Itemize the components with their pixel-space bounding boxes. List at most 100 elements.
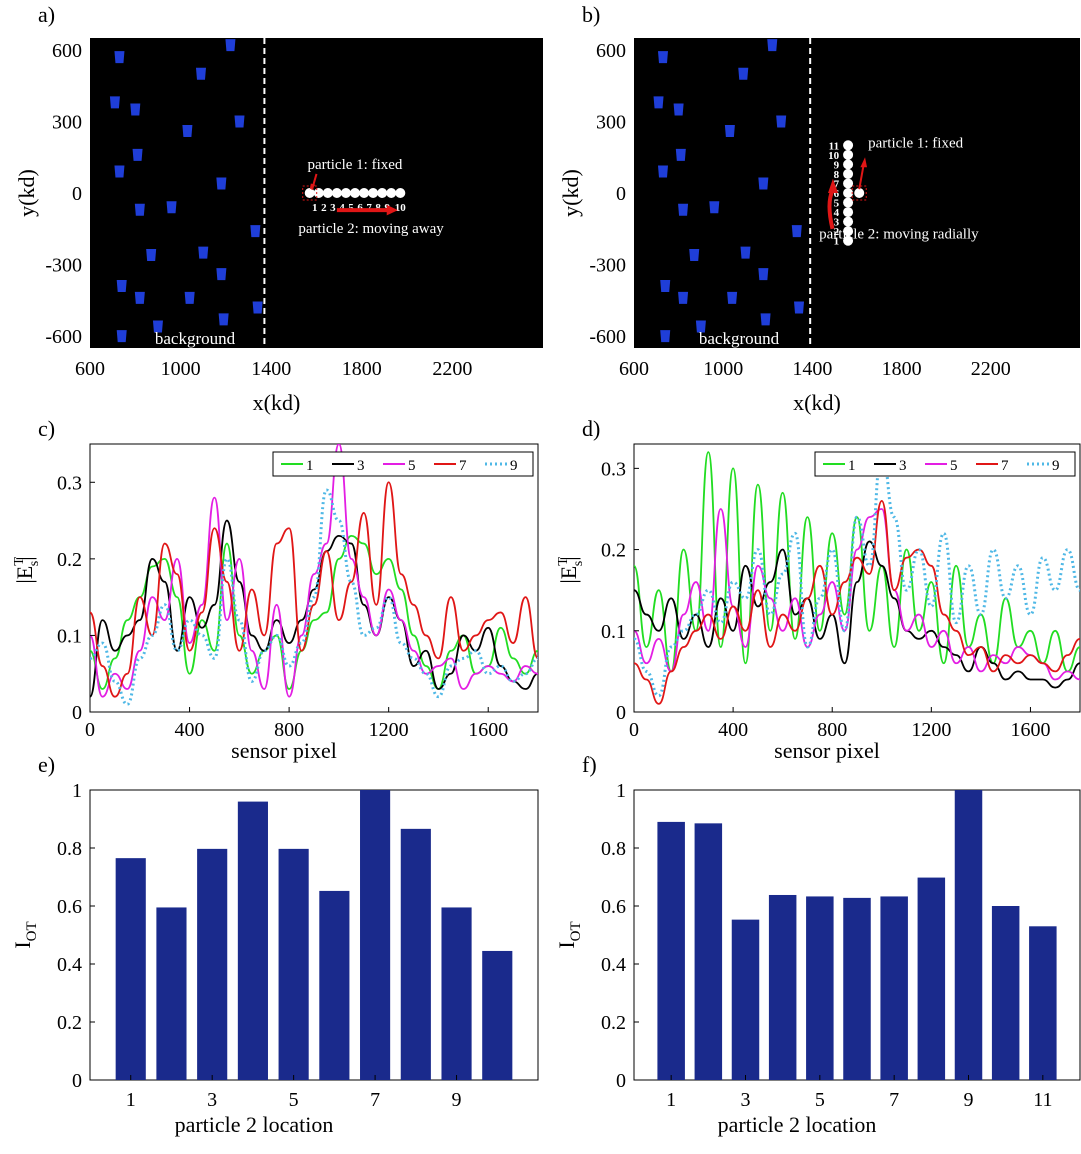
- ytick-label-c-0: 0: [72, 702, 82, 724]
- panel-c: c) 1 3 5 7 9 0 400 800 1200 1600 0 0.1 0.2 0.3 sensor p…: [12, 416, 539, 763]
- xtick-label-a-0: 600: [75, 358, 105, 380]
- y-axis-label-main-c: |E: [12, 566, 37, 584]
- scatterer-b-14: [740, 246, 751, 259]
- y-axis-label-sub-d: s: [571, 561, 586, 566]
- bar-f-8: [917, 877, 946, 1080]
- xtick-label-f-1: 3: [741, 1089, 751, 1111]
- y-axis-label-e: IOT: [10, 921, 40, 948]
- scatterer-b-10: [678, 203, 689, 216]
- location-label-b-0: 1: [834, 236, 840, 248]
- plot-frame-c: [89, 443, 539, 713]
- xtick-label-a-1: 1000: [161, 358, 201, 380]
- bar-f-9: [954, 790, 983, 1080]
- xtick-label-e-1: 3: [207, 1089, 217, 1111]
- location-label-b-9: 10: [828, 150, 840, 162]
- scatterer-a-16: [116, 280, 127, 292]
- bar-f-7: [880, 896, 908, 1080]
- location-label-a-9: 10: [395, 202, 407, 214]
- y-axis-label-b: y(kd): [558, 169, 583, 217]
- fixed-label-b: particle 1: fixed: [868, 136, 963, 152]
- bar-f-2: [694, 823, 723, 1080]
- y-axis-label-a: y(kd): [14, 169, 39, 217]
- location-label-b-4: 5: [834, 198, 840, 210]
- ytick-label-f-3: 0.6: [601, 896, 626, 918]
- particle-a-6: [359, 188, 370, 198]
- ytick-label-f-2: 0.4: [601, 954, 626, 976]
- particle-b-4: [843, 197, 854, 208]
- scatterer-a-1: [225, 39, 236, 52]
- bar-e-10: [482, 950, 513, 1080]
- panel-d: d) 1 3 5 7 9 0 400 800 1200 1600 0 0.1 0.2 0.3 sensor p…: [556, 416, 1081, 763]
- legend-label-c-2: 5: [408, 458, 416, 474]
- particle-a-7: [368, 188, 379, 198]
- location-label-b-5: 6: [834, 188, 840, 200]
- moving-arrowhead-a: [386, 204, 399, 216]
- scatterer-a-8: [114, 165, 125, 178]
- particle-b-1: [843, 226, 854, 237]
- legend-label-c-1: 3: [357, 458, 365, 474]
- ytick-label-d-0: 0: [616, 702, 626, 724]
- particle-a-8: [377, 188, 388, 198]
- particle-b-11: [854, 188, 865, 198]
- bar-f-5: [806, 896, 834, 1080]
- ytick-label-e-1: 0.2: [57, 1012, 82, 1034]
- scatterer-a-17: [134, 291, 145, 304]
- ytick-label-a-4: -600: [45, 326, 82, 348]
- scatterer-a-14: [198, 246, 209, 259]
- xtick-label-d-2: 800: [817, 719, 847, 741]
- legend-label-d-3: 7: [1001, 458, 1009, 474]
- location-label-a-5: 6: [357, 202, 363, 214]
- scatterer-b-12: [791, 225, 802, 238]
- particle-a-4: [340, 188, 351, 198]
- xtick-label-b-4: 2200: [971, 358, 1011, 380]
- series-group-d: [634, 450, 1080, 705]
- xtick-label-a-2: 1400: [251, 358, 291, 380]
- series-line-c-5: [90, 444, 538, 698]
- particle-b-3: [843, 207, 854, 218]
- y-axis-label-d: |ETs|: [556, 556, 586, 583]
- panel-a: a)background12345678910particle 1: fixed…: [14, 2, 543, 415]
- location-label-a-6: 7: [366, 202, 372, 214]
- panel-label-e: e): [38, 752, 55, 777]
- particle-b-9: [843, 149, 854, 160]
- bar-e-1: [115, 858, 146, 1080]
- ytick-label-f-0: 0: [616, 1070, 626, 1092]
- particle-a-10: [395, 188, 406, 198]
- y-axis-label-c: |ETs|: [12, 556, 42, 583]
- panel-e: e) 0 0.2 0.4 0.6 0.8 1 1 3 5 7 9 particle 2 location…: [10, 752, 539, 1137]
- particle-a-3: [331, 188, 342, 198]
- y-axis-label-sub-c: s: [27, 561, 42, 566]
- scatterer-a-10: [134, 203, 145, 216]
- scatterer-a-4: [130, 103, 141, 116]
- ytick-label-b-4: -600: [589, 326, 626, 348]
- moving-label-a: particle 2: moving away: [298, 221, 444, 237]
- scatterer-a-11: [166, 201, 177, 214]
- location-label-a-2: 3: [330, 202, 336, 214]
- scatterer-b-16: [660, 280, 671, 292]
- location-label-b-10: 11: [829, 140, 839, 152]
- ytick-label-a-1: 300: [52, 111, 82, 133]
- y-axis-label-sub-e: OT: [24, 921, 40, 941]
- legend-label-c-3: 7: [459, 458, 467, 474]
- fixed-particle-box-a: [302, 185, 318, 201]
- panel-label-d: d): [582, 416, 600, 441]
- legend-label-d-2: 5: [950, 458, 958, 474]
- particle-b-5: [843, 188, 854, 198]
- bar-e-4: [237, 801, 268, 1080]
- scatterer-b-1: [767, 39, 778, 52]
- series-line-d-7: [634, 499, 1080, 705]
- scatterer-b-2: [738, 67, 749, 80]
- fixed-arrowhead-a: [309, 183, 316, 190]
- scatterer-b-0: [657, 51, 668, 64]
- series-line-c-7: [90, 481, 538, 698]
- scatterer-b-7: [675, 148, 686, 161]
- bar-f-3: [731, 919, 760, 1080]
- background-label-a: background: [155, 329, 236, 348]
- scatterer-b-4: [673, 103, 684, 116]
- scatterer-a-19: [252, 301, 263, 314]
- xtick-label-b-3: 1800: [882, 358, 922, 380]
- series-group-c: [90, 444, 538, 706]
